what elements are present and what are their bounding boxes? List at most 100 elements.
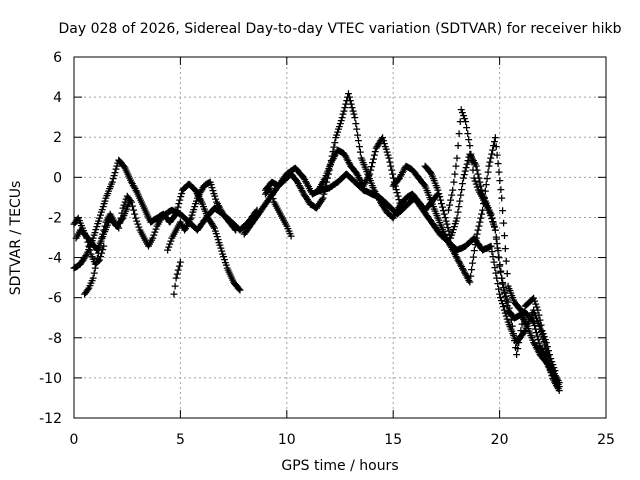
data-point-fill: + <box>110 217 119 230</box>
data-point-fill: + <box>416 174 425 187</box>
data-point: + <box>80 227 89 240</box>
data-point-fill: + <box>485 240 494 253</box>
data-point-fill: + <box>264 183 273 196</box>
data-point-fill: + <box>380 195 389 208</box>
x-tick-label: 0 <box>70 432 79 448</box>
data-point: + <box>359 179 368 192</box>
data-point-fill: + <box>448 243 457 256</box>
data-point-fill: + <box>202 207 211 220</box>
data-point-fill: + <box>376 134 385 147</box>
data-point-fill: + <box>487 245 496 258</box>
data-point-fill: + <box>451 242 460 255</box>
data-point-fill: + <box>466 147 475 160</box>
data-point-fill: + <box>150 213 159 226</box>
data-point-fill: + <box>282 172 291 185</box>
data-point-fill: + <box>382 198 391 211</box>
data-point-fill: + <box>428 194 437 207</box>
series-sat-i: +++++++++++++++++++++++++ <box>261 181 296 242</box>
data-point-fill: + <box>254 207 263 220</box>
data-point-fill: + <box>125 192 134 205</box>
data-point-fill: + <box>358 154 367 167</box>
data-point: + <box>389 179 398 192</box>
data-point-fill: + <box>84 240 93 253</box>
data-point-fill: + <box>530 319 539 332</box>
data-point: + <box>216 242 225 255</box>
data-point-fill: + <box>75 214 84 227</box>
data-point-fill: + <box>352 177 361 190</box>
data-point: + <box>229 276 238 289</box>
data-point-fill: + <box>468 257 477 270</box>
data-point: + <box>504 316 513 329</box>
data-point-fill: + <box>365 186 374 199</box>
data-point-fill: + <box>499 281 508 294</box>
data-point-fill: + <box>304 195 313 208</box>
data-point-fill: + <box>272 178 281 191</box>
data-point-fill: + <box>395 197 404 210</box>
data-point-fill: + <box>492 233 501 246</box>
data-point-fill: + <box>424 199 433 212</box>
data-point-fill: + <box>130 181 139 194</box>
series-sat-e: ++++++++++++++++++++++++++++++++++++++++… <box>163 175 240 256</box>
data-point-fill: + <box>159 209 168 222</box>
data-point: + <box>184 215 193 228</box>
series-sat-l: ++++++++++++++++++++++++++++++++++++++++… <box>444 103 560 377</box>
data-point-fill: + <box>449 240 458 253</box>
data-point: + <box>516 324 525 337</box>
data-point-fill: + <box>438 223 447 236</box>
data-point-fill: + <box>203 177 212 190</box>
data-point-fill: + <box>466 149 475 162</box>
data-point-fill: + <box>87 250 96 263</box>
data-point-fill: + <box>407 163 416 176</box>
data-point-fill: + <box>552 379 561 392</box>
data-point: + <box>235 284 244 297</box>
data-point-fill: + <box>554 382 563 395</box>
data-point-fill: + <box>277 174 286 187</box>
data-point-fill: + <box>328 145 337 158</box>
data-point-fill: + <box>173 201 182 214</box>
data-point-fill: + <box>96 237 105 250</box>
data-point-fill: + <box>111 163 120 176</box>
data-point-fill: + <box>451 243 460 256</box>
data-point-fill: + <box>524 322 533 335</box>
data-point-fill: + <box>335 174 344 187</box>
data-point-fill: + <box>115 216 124 229</box>
data-point-fill: + <box>503 299 512 312</box>
data-point-fill: + <box>370 149 379 162</box>
data-point-fill: + <box>530 306 539 319</box>
data-point-fill: + <box>131 184 140 197</box>
data-point: + <box>542 356 551 369</box>
data-point: + <box>167 232 176 245</box>
data-point: + <box>512 336 521 349</box>
data-point-fill: + <box>411 193 420 206</box>
data-point-fill: + <box>200 202 209 215</box>
data-point-fill: + <box>138 197 147 210</box>
data-point-fill: + <box>237 222 246 235</box>
data-point: + <box>86 248 95 261</box>
data-point-fill: + <box>431 221 440 234</box>
data-point-fill: + <box>168 204 177 217</box>
data-point-fill: + <box>408 193 417 206</box>
data-point-fill: + <box>511 297 520 310</box>
data-point-fill: + <box>113 156 122 169</box>
data-point-fill: + <box>71 260 80 273</box>
y-tick-label: -10 <box>39 371 62 387</box>
data-point-fill: + <box>471 174 480 187</box>
data-point-fill: + <box>541 333 550 346</box>
data-point-fill: + <box>241 218 250 231</box>
data-point-fill: + <box>216 202 225 215</box>
data-point-fill: + <box>442 234 451 247</box>
data-point-fill: + <box>352 166 361 179</box>
data-point-fill: + <box>496 183 505 196</box>
data-point-fill: + <box>94 255 103 268</box>
data-point-fill: + <box>475 215 484 228</box>
data-point: + <box>84 282 93 295</box>
data-point-fill: + <box>496 291 505 304</box>
data-point-fill: + <box>217 244 226 257</box>
data-point-fill: + <box>451 217 460 230</box>
data-point-fill: + <box>524 324 533 337</box>
data-point-fill: + <box>84 232 93 245</box>
data-point-fill: + <box>489 256 498 269</box>
data-point-fill: + <box>498 204 507 217</box>
data-point-fill: + <box>142 236 151 249</box>
data-point-fill: + <box>445 236 454 249</box>
